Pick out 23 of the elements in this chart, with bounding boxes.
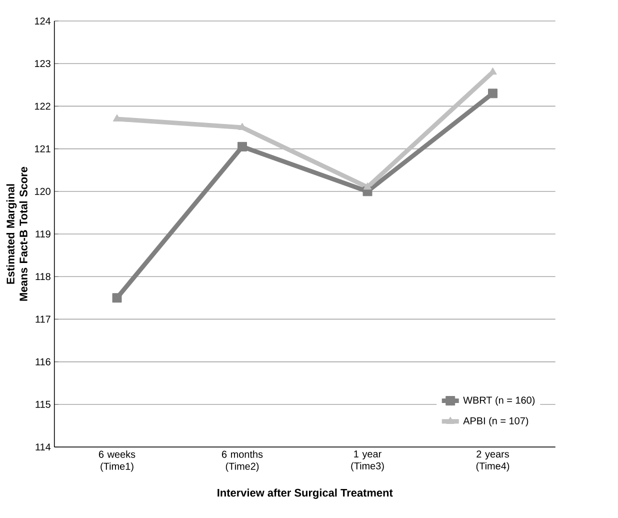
y-tick-label: 116 [36, 358, 50, 366]
legend-label: APBI (n = 107) [463, 417, 528, 426]
y-tick-label: 124 [35, 18, 51, 24]
y-tick-label: 118 [36, 273, 50, 280]
x-tick-label: 2 years (Time4) [476, 450, 510, 472]
y-tick-label: 119 [36, 230, 50, 238]
point [238, 142, 247, 152]
point [363, 182, 372, 190]
point [488, 88, 498, 98]
y-tick-label: 120 [35, 188, 50, 195]
y-tick-label: 123 [35, 60, 50, 68]
y-tick-label: 122 [35, 102, 50, 110]
y-tick-label: 115 [36, 400, 50, 408]
x-tick-label: 1 year (Time3) [351, 450, 384, 472]
legend-label: WBRT (n = 160) [463, 396, 535, 406]
y-tick-label: 121 [35, 145, 50, 152]
x-tick-label: 6 months (Time2) [222, 450, 263, 472]
y-tick-label: 117 [36, 316, 50, 323]
x-tick-label: 6 weeks (Time1) [98, 450, 136, 472]
y-tick-label: 114 [36, 444, 51, 450]
point [112, 293, 122, 303]
x-axis-title: Interview after Surgical Treatment [218, 488, 393, 499]
y-axis-title: Estimated Marginal Means Fact-B Total Score [6, 166, 28, 301]
